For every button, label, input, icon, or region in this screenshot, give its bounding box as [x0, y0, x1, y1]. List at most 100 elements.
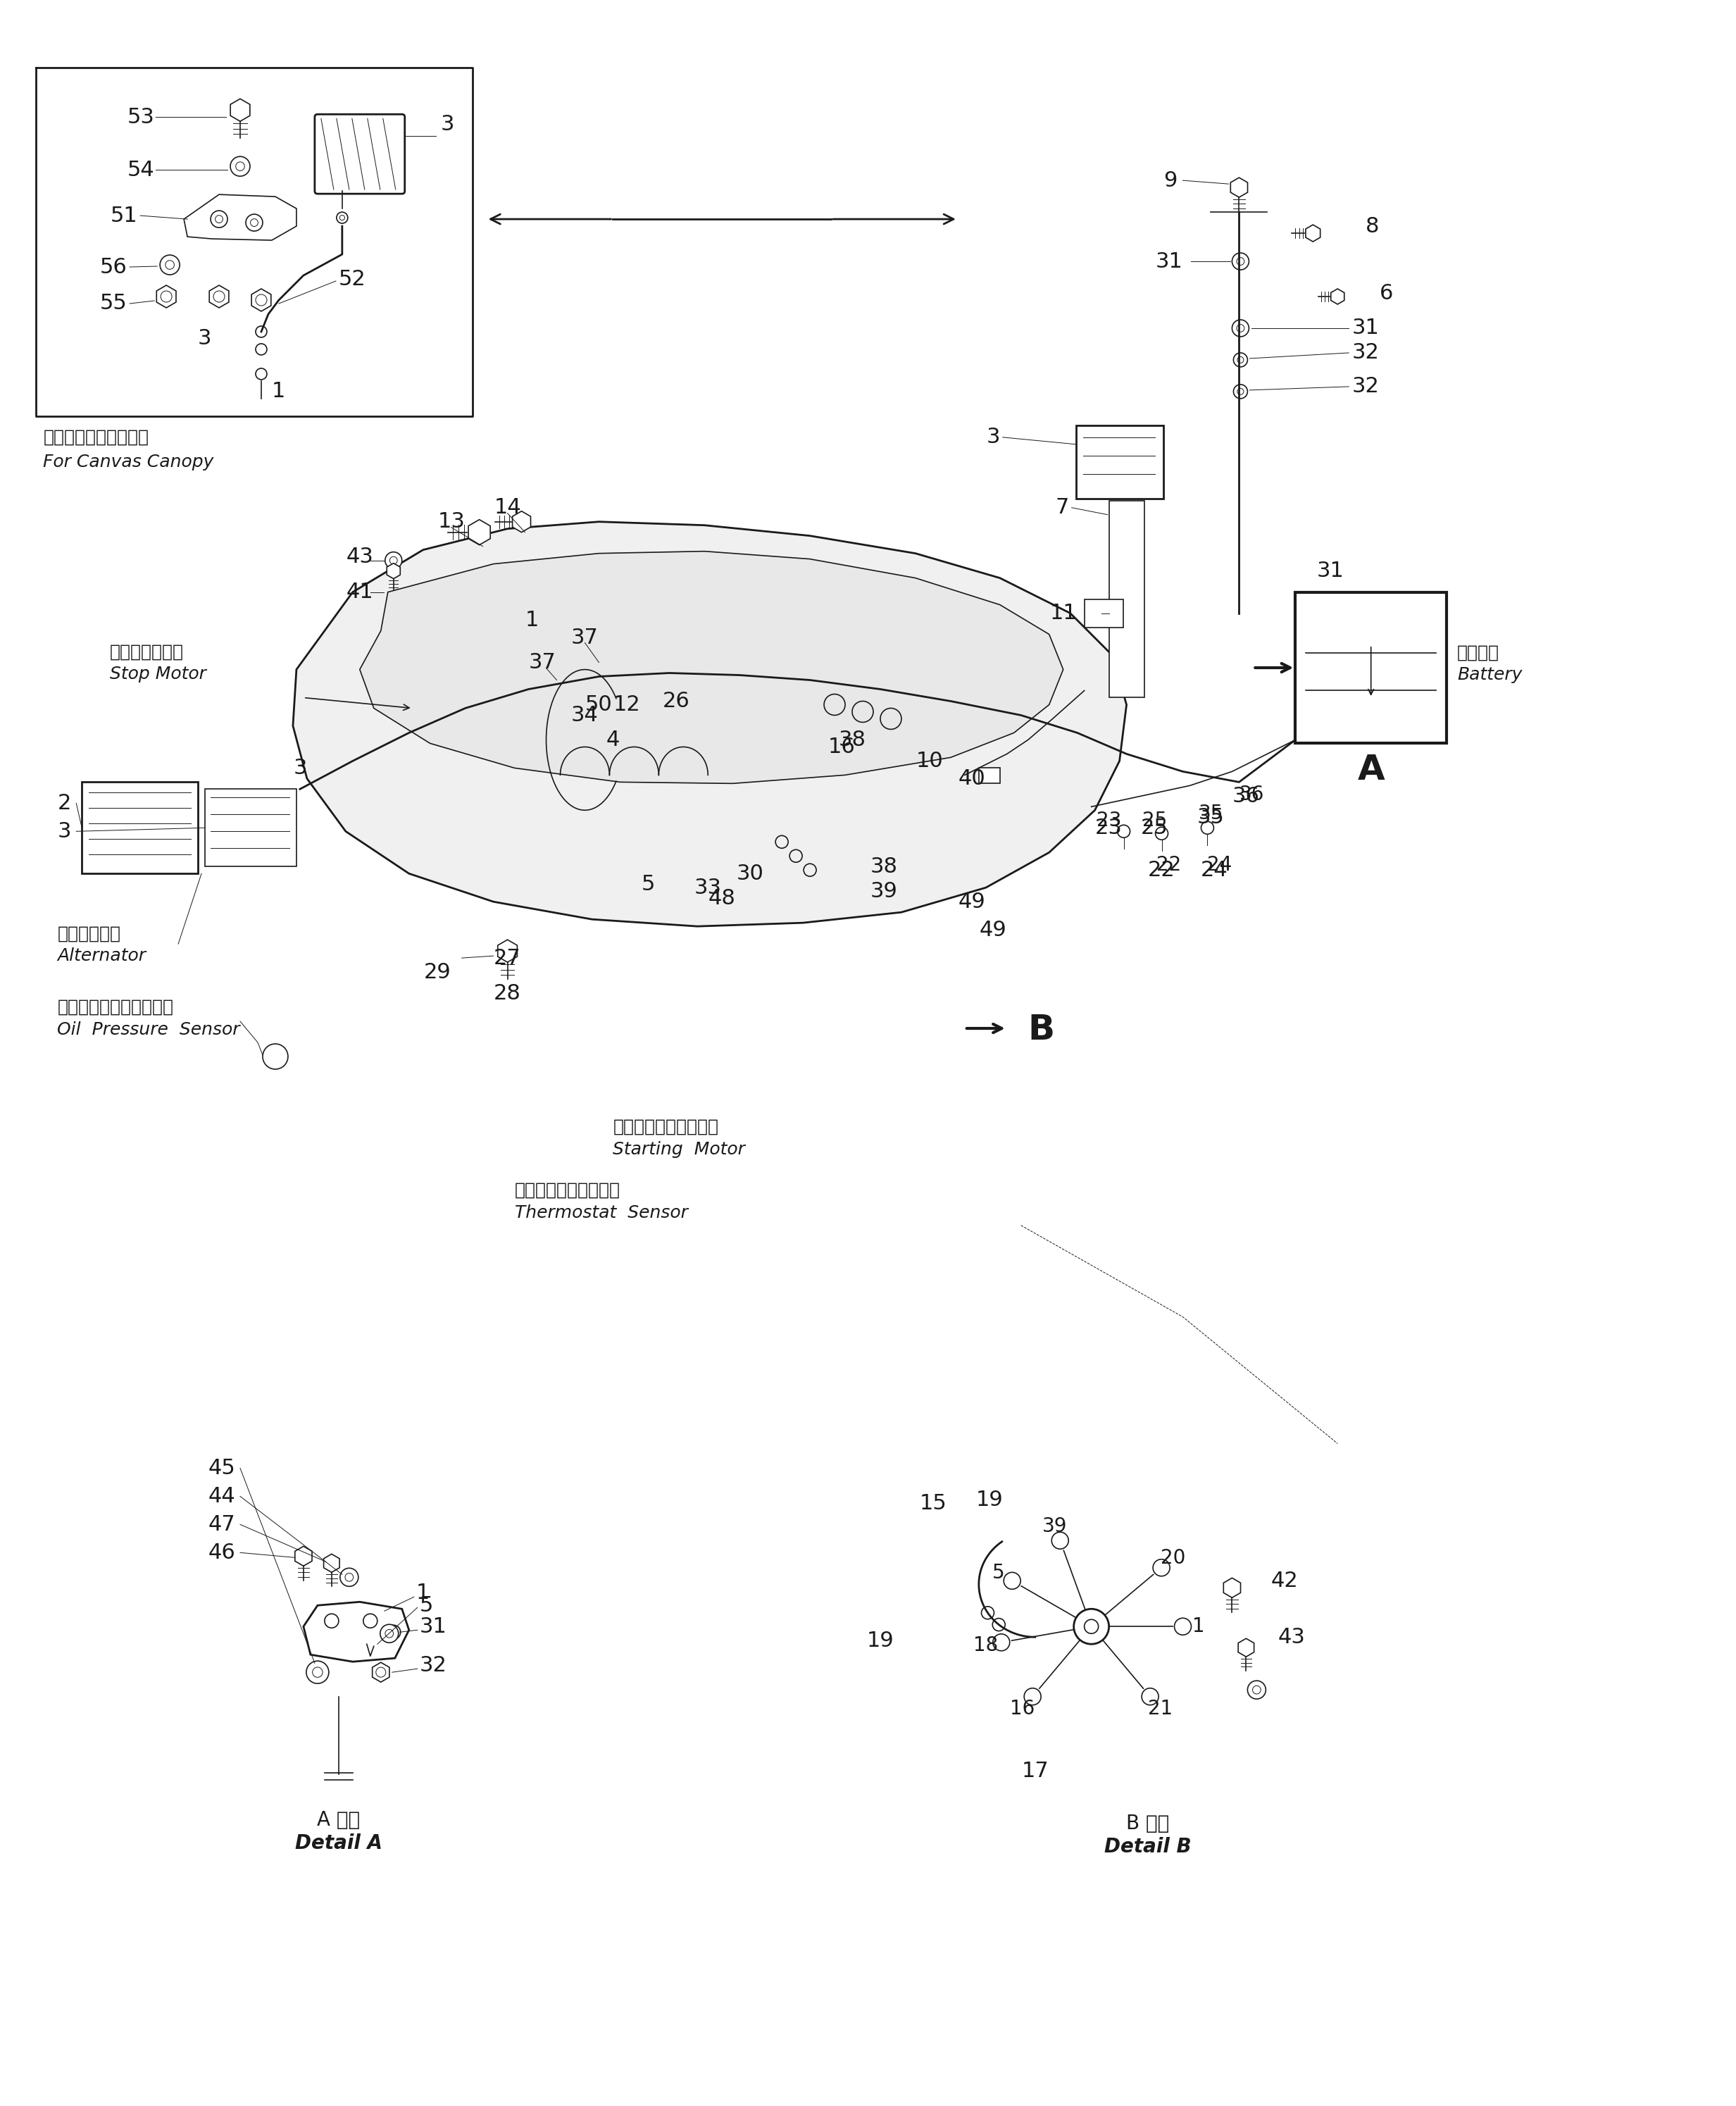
Polygon shape — [1332, 289, 1344, 303]
Text: 1: 1 — [526, 611, 538, 630]
Text: 39: 39 — [1042, 1516, 1068, 1535]
Circle shape — [210, 211, 227, 227]
Text: 1: 1 — [417, 1582, 431, 1603]
Bar — [1109, 501, 1144, 697]
Text: 48: 48 — [708, 889, 736, 908]
Polygon shape — [498, 939, 517, 962]
Text: 53: 53 — [128, 107, 155, 126]
Circle shape — [312, 1668, 323, 1676]
Text: 38: 38 — [838, 729, 866, 750]
Circle shape — [377, 1668, 385, 1676]
Text: 27: 27 — [493, 948, 521, 969]
Text: For Canvas Canopy: For Canvas Canopy — [43, 453, 214, 470]
Text: 22: 22 — [1156, 855, 1180, 874]
Text: 21: 21 — [1147, 1700, 1172, 1718]
Bar — [82, 781, 198, 874]
Text: 46: 46 — [208, 1542, 236, 1563]
Text: 5: 5 — [641, 874, 654, 895]
Circle shape — [345, 1573, 354, 1582]
Text: 43: 43 — [1278, 1626, 1305, 1647]
Text: Battery: Battery — [1457, 668, 1522, 684]
FancyBboxPatch shape — [314, 114, 404, 194]
Text: 35: 35 — [1198, 804, 1224, 823]
Text: 52: 52 — [339, 270, 366, 289]
Circle shape — [389, 556, 398, 564]
Text: 14: 14 — [493, 497, 521, 518]
Text: 29: 29 — [424, 962, 451, 981]
Circle shape — [340, 1569, 358, 1586]
Text: 30: 30 — [736, 863, 764, 885]
Circle shape — [385, 552, 403, 569]
Text: 19: 19 — [976, 1489, 1003, 1510]
Text: サーモスタットセンサ: サーモスタットセンサ — [514, 1181, 620, 1198]
Text: 32: 32 — [420, 1655, 446, 1676]
Bar — [205, 790, 297, 866]
Text: 26: 26 — [663, 691, 689, 712]
Text: 36: 36 — [1233, 786, 1260, 807]
Text: オイルプレッシャセンサ: オイルプレッシャセンサ — [57, 998, 174, 1015]
Text: 15: 15 — [920, 1493, 946, 1514]
Text: 38: 38 — [870, 857, 898, 876]
Text: 7: 7 — [1055, 497, 1069, 518]
Polygon shape — [372, 1662, 389, 1683]
Text: 10: 10 — [917, 750, 943, 771]
Circle shape — [1238, 356, 1243, 362]
Text: 5: 5 — [420, 1594, 434, 1615]
Text: 23: 23 — [1097, 811, 1121, 830]
Polygon shape — [231, 99, 250, 122]
Circle shape — [1236, 257, 1245, 265]
Text: 3: 3 — [986, 428, 1000, 446]
Circle shape — [1234, 354, 1248, 366]
Text: 12: 12 — [613, 695, 641, 714]
Text: 37: 37 — [571, 628, 599, 649]
Text: 3: 3 — [441, 114, 455, 135]
Polygon shape — [387, 562, 401, 579]
Text: 31: 31 — [420, 1615, 446, 1636]
Text: 17: 17 — [1021, 1761, 1049, 1782]
Text: 41: 41 — [345, 581, 373, 602]
Polygon shape — [304, 1603, 410, 1662]
Text: Oil  Pressure  Sensor: Oil Pressure Sensor — [57, 1021, 240, 1038]
Text: 24: 24 — [1207, 855, 1233, 874]
Text: 19: 19 — [866, 1630, 894, 1651]
Text: 44: 44 — [208, 1487, 236, 1506]
Text: 16: 16 — [828, 737, 856, 756]
Bar — [1295, 592, 1446, 743]
Polygon shape — [210, 284, 229, 307]
Text: 47: 47 — [208, 1514, 236, 1535]
Circle shape — [337, 213, 347, 223]
Text: 23: 23 — [1095, 817, 1123, 838]
Text: 31: 31 — [1352, 318, 1378, 339]
Polygon shape — [1231, 177, 1248, 198]
Circle shape — [1234, 385, 1248, 398]
Text: キャンバスキャノピ用: キャンバスキャノピ用 — [43, 430, 149, 446]
Text: 35: 35 — [1198, 807, 1224, 828]
Text: スターティングモータ: スターティングモータ — [613, 1118, 719, 1135]
Circle shape — [1075, 1609, 1109, 1645]
Text: 6: 6 — [1380, 282, 1394, 303]
Polygon shape — [323, 1554, 340, 1573]
Circle shape — [385, 1630, 394, 1638]
Circle shape — [1238, 388, 1243, 394]
Bar — [979, 769, 1000, 783]
Text: 54: 54 — [128, 160, 155, 181]
Circle shape — [215, 215, 222, 223]
Text: Detail B: Detail B — [1104, 1836, 1191, 1857]
Text: 37: 37 — [529, 653, 556, 672]
Text: 8: 8 — [1366, 217, 1380, 236]
Text: 43: 43 — [345, 548, 373, 567]
Text: 2: 2 — [57, 794, 71, 813]
Polygon shape — [156, 284, 175, 307]
Text: 42: 42 — [1271, 1571, 1299, 1590]
Text: 11: 11 — [1050, 602, 1078, 623]
Text: 55: 55 — [99, 293, 127, 314]
Circle shape — [380, 1624, 399, 1643]
Text: A: A — [1358, 754, 1385, 788]
Text: 56: 56 — [99, 257, 127, 278]
Text: 24: 24 — [1201, 859, 1227, 880]
Circle shape — [255, 295, 267, 305]
Polygon shape — [469, 520, 490, 545]
Circle shape — [306, 1662, 328, 1683]
Text: 3: 3 — [198, 329, 212, 350]
Text: 49: 49 — [979, 920, 1007, 939]
